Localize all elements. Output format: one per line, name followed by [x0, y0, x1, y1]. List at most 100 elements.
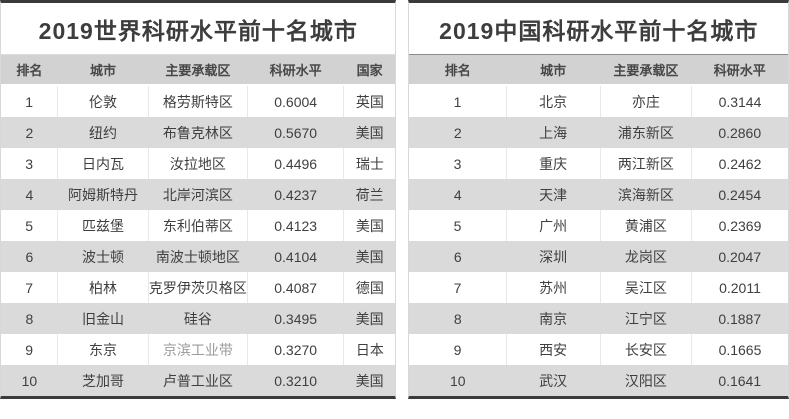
- table-cell: 重庆: [506, 148, 601, 179]
- table-row: 6 深圳 龙岗区 0.2047: [409, 241, 788, 272]
- table-cell: 0.3210: [274, 372, 318, 389]
- table-row: 9 东京 京滨工业带 0.3270 日本: [1, 334, 396, 365]
- table-row: 9 西安 长安区 0.1665: [409, 334, 788, 365]
- table-cell: 0.3270: [247, 334, 345, 365]
- table-cell: 芝加哥: [81, 372, 124, 389]
- table-cell: 南京: [539, 310, 568, 327]
- table-cell: 0.2454: [718, 186, 762, 203]
- table-row: 2 纽约 布鲁克林区 0.5670 美国: [1, 117, 396, 148]
- table-cell: 9: [409, 334, 507, 365]
- table-cell: 0.3495: [274, 310, 318, 327]
- china-table-title: 2019中国科研水平前十名城市: [409, 3, 788, 55]
- table-cell: 东利伯蒂区: [148, 210, 249, 241]
- table-cell: 黄浦区: [600, 210, 692, 241]
- table-row: 6 波士顿 南波士顿地区 0.4104 美国: [1, 241, 396, 272]
- table-row: 3 日内瓦 汝拉地区 0.4496 瑞士: [1, 148, 396, 179]
- table-cell: 滨海新区: [617, 186, 674, 203]
- table-cell: 0.4496: [247, 148, 345, 179]
- table-cell: 汉阳区: [624, 372, 667, 389]
- table-row: 4 阿姆斯特丹 北岸河滨区 0.4237 荷兰: [1, 179, 396, 210]
- world-table-title: 2019世界科研水平前十名城市: [1, 3, 396, 55]
- table-row: 1 伦敦 格劳斯特区 0.6004 英国: [1, 85, 396, 117]
- table-cell: 东京: [57, 334, 149, 365]
- table-cell: 7: [409, 272, 507, 303]
- table-cell: 4: [25, 186, 34, 203]
- table-row: 2 上海 浦东新区 0.2860: [409, 117, 788, 148]
- column-header: 排名: [1, 55, 58, 86]
- table-cell: 6: [25, 248, 34, 265]
- table-row: 7 柏林 克罗伊茨贝格区 0.4087 德国: [1, 272, 396, 303]
- table-cell: 1: [1, 85, 59, 117]
- table-cell: 0.1641: [718, 372, 762, 389]
- header-row: 排名 城市 主要承载区 科研水平 国家: [1, 55, 396, 86]
- table-row: 3 重庆 两江新区 0.2462: [409, 148, 788, 179]
- column-header: 城市: [506, 55, 601, 86]
- table-cell: 龙岗区: [624, 248, 667, 265]
- table-cell: 0.4087: [247, 272, 345, 303]
- table-cell: 0.4237: [274, 186, 318, 203]
- table-row: 10 武汉 汉阳区 0.1641: [409, 365, 788, 396]
- table-cell: 美国: [355, 372, 384, 389]
- table-cell: 0.4104: [274, 248, 318, 265]
- table-cell: 美国: [355, 217, 384, 234]
- column-header: 主要承载区: [148, 55, 248, 86]
- table-cell: 0.2860: [718, 124, 762, 141]
- table-cell: 北京: [506, 85, 601, 117]
- table-cell: 长安区: [600, 334, 692, 365]
- china-table-header: 排名 城市 主要承载区 科研水平: [409, 55, 788, 86]
- table-cell: 0.2462: [718, 155, 762, 172]
- table-cell: 汝拉地区: [148, 148, 249, 179]
- table-cell: 匹兹堡: [57, 210, 149, 241]
- table-cell: 纽约: [88, 124, 117, 141]
- table-cell: 北岸河滨区: [162, 186, 233, 203]
- table-cell: 荷兰: [355, 186, 384, 203]
- table-cell: 柏林: [57, 272, 149, 303]
- table-cell: 2: [453, 124, 462, 141]
- world-table-header: 排名 城市 主要承载区 科研水平 国家: [1, 55, 396, 86]
- table-cell: 0.2047: [718, 248, 762, 265]
- table-cell: 8: [25, 310, 34, 327]
- table-cell: 硅谷: [183, 310, 212, 327]
- table-cell: 8: [453, 310, 462, 327]
- table-cell: 0.2369: [718, 217, 762, 234]
- column-header: 国家: [343, 55, 396, 86]
- table-cell: 美国: [355, 310, 384, 327]
- table-row: 5 广州 黄浦区 0.2369: [409, 210, 788, 241]
- table-cell: 4: [453, 186, 462, 203]
- table-cell: 格劳斯特区: [148, 85, 249, 117]
- table-cell: 美国: [355, 124, 384, 141]
- table-cell: 日本: [355, 341, 384, 358]
- world-research-ranking-table: 2019世界科研水平前十名城市 排名 城市 主要承载区 科研水平 国家 1 伦敦 格劳斯特区…: [0, 0, 397, 399]
- table-cell: 南波士顿地区: [155, 248, 240, 265]
- column-header: 排名: [409, 55, 506, 86]
- world-table-body: 1 伦敦 格劳斯特区 0.6004 英国 2 纽约 布鲁克林区 0.5670 美国 3 日内瓦 汝拉地区…: [1, 85, 396, 396]
- table-cell: 3: [409, 148, 507, 179]
- china-research-ranking-table: 2019中国科研水平前十名城市 排名 城市 主要承载区 科研水平 1 北京 亦庄 0.314…: [408, 0, 789, 399]
- table-cell: 0.6004: [247, 85, 345, 117]
- table-cell: 0.1665: [718, 341, 762, 358]
- table-cell: 美国: [355, 248, 384, 265]
- table-cell: 布鲁克林区: [162, 124, 233, 141]
- table-row: 5 匹兹堡 东利伯蒂区 0.4123 美国: [1, 210, 396, 241]
- table-cell: 0.4123: [247, 210, 345, 241]
- table-row: 7 苏州 吴江区 0.2011: [409, 272, 788, 303]
- table-cell: 深圳: [539, 248, 568, 265]
- table-cell: 武汉: [539, 372, 568, 389]
- table-cell: 苏州: [506, 272, 601, 303]
- table-cell: 西安: [506, 334, 601, 365]
- table-cell: 上海: [539, 124, 568, 141]
- column-header: 科研水平: [247, 55, 344, 86]
- table-cell: 波士顿: [81, 248, 124, 265]
- table-cell: 0.1887: [718, 310, 762, 327]
- table-cell: 10: [21, 372, 38, 389]
- table-row: 1 北京 亦庄 0.3144: [409, 85, 788, 117]
- header-row: 排名 城市 主要承载区 科研水平: [409, 55, 788, 86]
- table-cell: 0.2011: [719, 279, 761, 296]
- table-cell: 0.5670: [274, 124, 318, 141]
- table-cell: 京滨工业带: [148, 334, 249, 365]
- table-cell: 5: [409, 210, 507, 241]
- table-cell: 6: [453, 248, 462, 265]
- table-cell: 9: [1, 334, 59, 365]
- table-cell: 瑞士: [355, 155, 384, 172]
